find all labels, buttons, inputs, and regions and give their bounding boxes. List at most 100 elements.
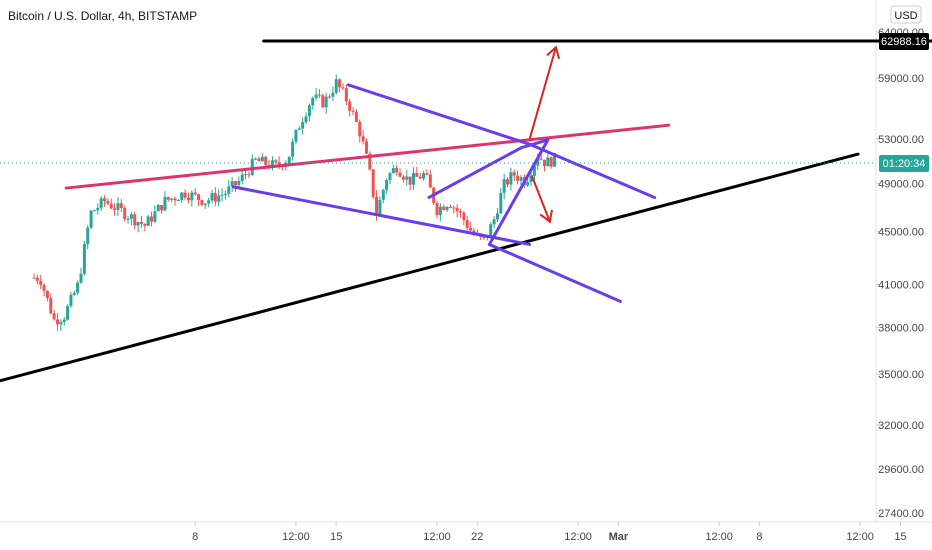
price-tick-label: 53000.00: [878, 134, 924, 146]
candle-body: [317, 94, 321, 96]
candle-body: [401, 176, 405, 180]
candle-body: [391, 168, 395, 174]
candle-body: [176, 200, 180, 202]
arrow-head: [546, 45, 561, 60]
candle-body: [415, 172, 419, 177]
candle-body: [116, 203, 120, 210]
candle-body: [532, 165, 536, 176]
last-price-countdown: 01:20:34: [883, 158, 926, 170]
candle-body: [183, 192, 187, 198]
candle-body: [462, 212, 466, 221]
candle-body: [113, 208, 117, 210]
candle-body: [69, 294, 73, 307]
channel-lower-line[interactable]: [487, 242, 622, 303]
candle-body: [526, 181, 530, 186]
candle-body: [499, 192, 503, 214]
long-term-trendline[interactable]: [0, 152, 860, 384]
candle-body: [405, 176, 409, 180]
candle-body: [348, 101, 352, 111]
candle-body: [428, 174, 432, 188]
candle-body: [291, 141, 295, 157]
candle-body: [448, 206, 452, 208]
candle-body: [203, 203, 207, 205]
candle-body: [66, 306, 70, 320]
candle-body: [549, 157, 553, 167]
wedge-apex-line[interactable]: [520, 138, 550, 150]
time-tick-label: 12:00: [423, 531, 451, 543]
candle-body: [452, 207, 456, 209]
candle-body: [52, 313, 56, 320]
currency-badge[interactable]: USD: [890, 5, 922, 24]
wedge-left-line[interactable]: [487, 138, 550, 246]
candle-body: [76, 282, 80, 293]
candle-body: [411, 172, 415, 185]
candle-body: [425, 173, 429, 175]
time-tick-label: 22: [471, 531, 483, 543]
candle-body: [375, 196, 379, 216]
candle-body: [106, 201, 110, 204]
candle-body: [247, 174, 251, 176]
candle-body: [86, 227, 90, 245]
time-tick-label: 12:00: [564, 531, 592, 543]
breakout-up-arrow[interactable]: [528, 45, 561, 140]
candle-body: [39, 280, 43, 285]
candle-body: [257, 158, 261, 162]
chart-title: Bitcoin / U.S. Dollar, 4h, BITSTAMP: [8, 9, 197, 23]
channel-continuation-line[interactable]: [528, 142, 657, 199]
candle-body: [193, 192, 197, 195]
candle-body: [62, 319, 66, 322]
candle-body: [109, 203, 113, 209]
candle-body: [492, 219, 496, 225]
candle-body: [536, 158, 540, 166]
candle-body: [254, 158, 258, 160]
candle-body: [103, 198, 107, 202]
candle-body: [307, 105, 311, 117]
candle-body: [186, 197, 190, 201]
projection-arrows[interactable]: [528, 45, 561, 224]
channel-upper-line[interactable]: [346, 83, 532, 146]
candle-body: [489, 224, 493, 237]
candle-body: [240, 174, 244, 181]
time-axis[interactable]: 812:001512:002212:00Mar12:00812:001512:0…: [192, 522, 932, 543]
candle-body: [438, 206, 442, 216]
candle-body: [395, 168, 399, 173]
candle-body: [371, 169, 375, 197]
candle-body: [519, 177, 523, 181]
candle-body: [314, 94, 318, 99]
candle-body: [234, 181, 237, 186]
candle-body: [465, 220, 469, 228]
time-tick-label: 8: [192, 531, 198, 543]
price-tick-label: 59000.00: [878, 73, 924, 85]
arrow-shaft: [530, 175, 551, 223]
candle-body: [146, 216, 150, 226]
candle-body: [129, 214, 133, 219]
candle-body: [502, 179, 506, 193]
price-tick-label: 27400.00: [878, 508, 924, 520]
candle-body: [301, 122, 305, 129]
candle-body: [227, 186, 231, 194]
price-axis[interactable]: 27400.00 29600.00 32000.00 35000.00 38000.00…: [876, 27, 924, 520]
candle-body: [331, 92, 335, 97]
trend-drawings[interactable]: [0, 39, 932, 384]
time-tick-label: Mar: [609, 531, 629, 543]
channel-middle-line[interactable]: [231, 185, 532, 246]
candle-body: [304, 116, 308, 123]
candle-body: [156, 205, 160, 212]
candle-body: [119, 203, 123, 209]
rising-resistance-line[interactable]: [64, 123, 671, 190]
candle-body: [270, 160, 274, 168]
wedge-top-line[interactable]: [427, 146, 524, 199]
breakdown-arrow[interactable]: [530, 175, 553, 224]
candle-body: [506, 179, 510, 185]
candle-body: [49, 297, 53, 314]
candle-body: [539, 158, 543, 160]
candle-body: [358, 121, 362, 137]
candle-body: [133, 214, 137, 226]
candle-body: [274, 160, 278, 163]
candle-body: [482, 236, 486, 238]
candle-body: [512, 172, 516, 176]
candle-body: [328, 96, 332, 98]
candle-body: [495, 213, 499, 220]
